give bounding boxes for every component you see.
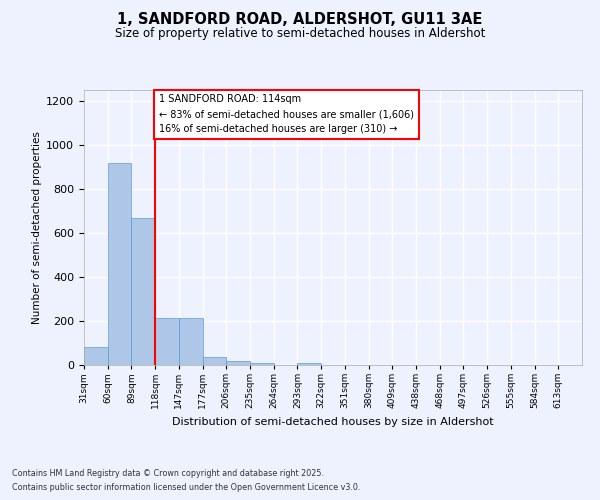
Text: Contains HM Land Registry data © Crown copyright and database right 2025.: Contains HM Land Registry data © Crown c… <box>12 468 324 477</box>
Bar <box>108 162 131 365</box>
Bar <box>298 363 321 365</box>
Bar <box>84 348 108 365</box>
Y-axis label: Number of semi-detached properties: Number of semi-detached properties <box>32 131 42 324</box>
Text: Size of property relative to semi-detached houses in Aldershot: Size of property relative to semi-detach… <box>115 28 485 40</box>
Bar <box>155 318 179 365</box>
Bar <box>226 360 250 365</box>
Text: 1 SANDFORD ROAD: 114sqm
← 83% of semi-detached houses are smaller (1,606)
16% of: 1 SANDFORD ROAD: 114sqm ← 83% of semi-de… <box>158 94 414 134</box>
Bar <box>250 363 274 365</box>
Text: Contains public sector information licensed under the Open Government Licence v3: Contains public sector information licen… <box>12 484 361 492</box>
X-axis label: Distribution of semi-detached houses by size in Aldershot: Distribution of semi-detached houses by … <box>172 416 494 426</box>
Text: 1, SANDFORD ROAD, ALDERSHOT, GU11 3AE: 1, SANDFORD ROAD, ALDERSHOT, GU11 3AE <box>118 12 482 28</box>
Bar <box>203 358 226 365</box>
Bar <box>131 218 155 365</box>
Bar <box>179 318 203 365</box>
